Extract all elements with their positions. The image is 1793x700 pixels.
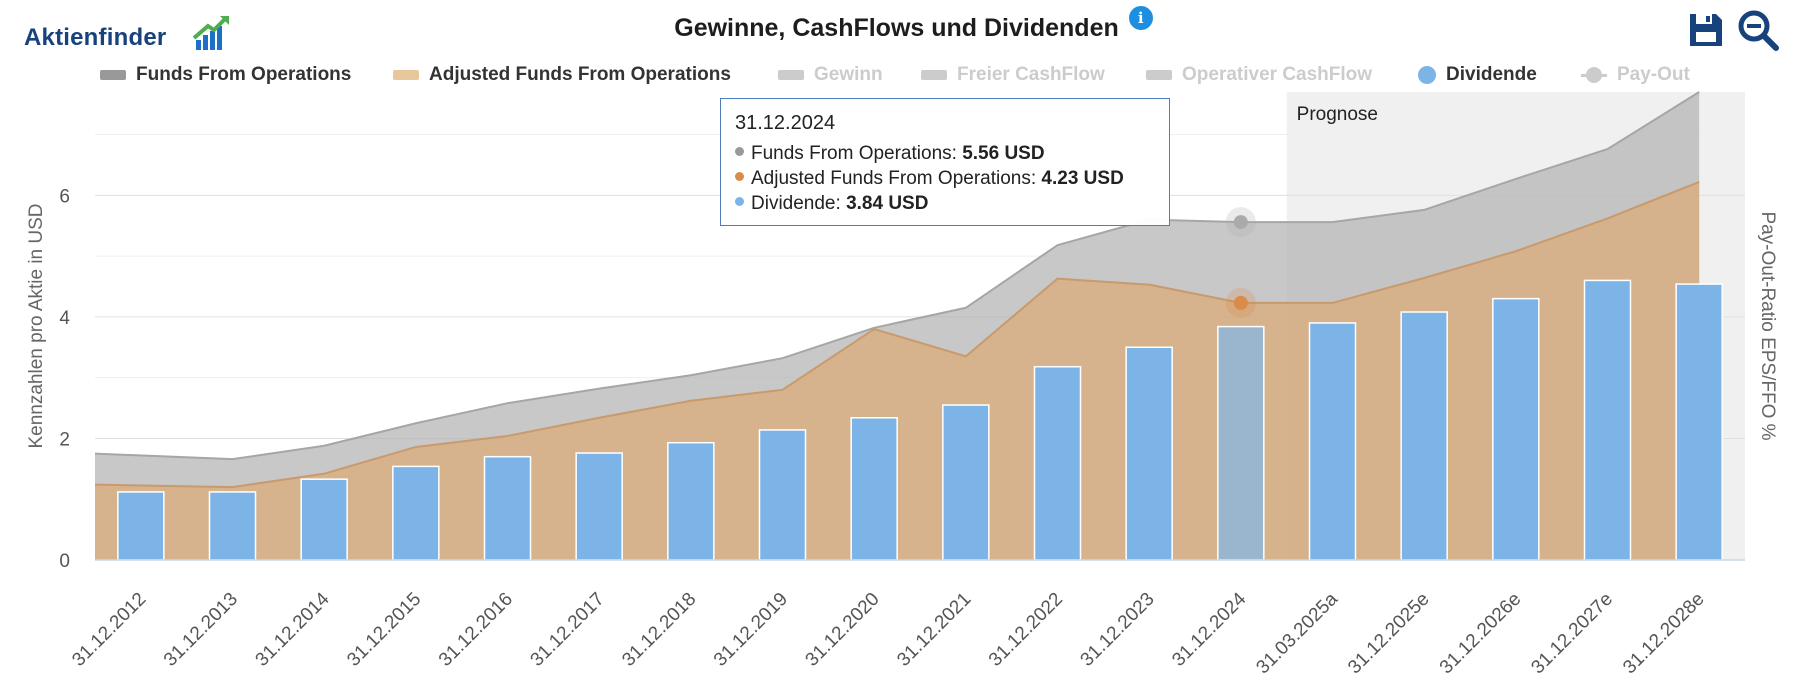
chart-title-bar: Gewinne, CashFlows und Dividenden i	[0, 6, 1793, 43]
chart-tooltip: 31.12.2024 Funds From Operations: 5.56 U…	[720, 98, 1170, 226]
x-tick-label: 31.12.2023	[1077, 589, 1159, 671]
legend-symbol	[921, 70, 947, 80]
ffo-line	[94, 91, 1700, 461]
x-tick-label: 31.12.2014	[252, 588, 334, 670]
dividende-bar	[1125, 346, 1173, 561]
tooltip-marker	[735, 197, 744, 207]
x-tick-label: 31.12.2019	[710, 589, 792, 671]
x-tick-label: 31.12.2016	[435, 589, 517, 671]
x-tick-label: 31.12.2022	[985, 589, 1067, 671]
dividende-bar	[1308, 322, 1357, 561]
info-icon[interactable]: i	[1128, 6, 1153, 30]
dividende-bar	[300, 478, 348, 561]
tooltip-label: Adjusted Funds From Operations:	[751, 168, 1037, 189]
dividende-bar	[758, 429, 807, 561]
y-tick-label: 4	[59, 308, 70, 329]
legend-label: Gewinn	[814, 64, 883, 85]
tooltip-row-affo: Adjusted Funds From Operations: 4.23 USD	[735, 166, 1155, 191]
ffo-hover-marker	[1233, 215, 1248, 230]
dividende-bar	[850, 417, 898, 561]
legend-item-ffo[interactable]: Funds From Operations	[100, 62, 351, 88]
chart-title: Gewinne, CashFlows und Dividenden	[674, 14, 1119, 42]
dividende-bar	[392, 465, 440, 561]
x-tick-label: 31.12.2021	[893, 589, 975, 671]
legend-symbol	[100, 70, 126, 80]
legend-item-pay-out[interactable]: Pay-Out	[1581, 62, 1690, 88]
chart-legend: Funds From Operations Adjusted Funds Fro…	[0, 62, 1793, 88]
x-tick-label: 31.12.2018	[618, 589, 700, 671]
dividende-bar	[667, 441, 715, 561]
dividende-bar	[483, 455, 532, 561]
dividende-bar	[208, 491, 257, 561]
x-tick-label: 31.12.2025e	[1344, 589, 1434, 679]
dividende-bar	[117, 491, 165, 561]
x-tick-label: 31.12.2024	[1168, 588, 1250, 670]
y2-axis-title: Pay-Out-Ratio EPS/FFO %	[1757, 211, 1778, 440]
tooltip-value: 4.23 USD	[1041, 168, 1124, 189]
x-tick-label: 31.12.2020	[802, 589, 884, 671]
dividende-bar	[1492, 297, 1540, 561]
legend-symbol	[1146, 70, 1172, 80]
tooltip-value: 3.84 USD	[846, 193, 929, 214]
tooltip-label: Dividende:	[751, 193, 841, 214]
brand-logo[interactable]: Aktienfinder	[24, 14, 234, 62]
logo-chart-icon	[192, 16, 229, 50]
legend-symbol	[778, 70, 804, 80]
y-tick-label: 0	[59, 551, 70, 572]
y-axis-title: Kennzahlen pro Aktie in USD	[26, 203, 47, 448]
legend-symbol	[393, 70, 419, 80]
tooltip-marker	[735, 147, 744, 157]
x-tick-label: 31.12.2026e	[1436, 589, 1526, 679]
affo-line	[94, 181, 1700, 489]
x-tick-label: 31.12.2028e	[1619, 589, 1709, 679]
legend-item-operativer-cashflow[interactable]: Operativer CashFlow	[1146, 62, 1372, 88]
legend-symbol	[1581, 66, 1607, 84]
tooltip-marker	[735, 172, 744, 182]
tooltip-row-dividende: Dividende: 3.84 USD	[735, 191, 1155, 216]
legend-label: Operativer CashFlow	[1182, 64, 1373, 85]
tooltip-value: 5.56 USD	[962, 143, 1045, 164]
legend-label: Pay-Out	[1617, 64, 1690, 85]
dividende-bar	[1217, 325, 1265, 561]
x-tick-label: 31.12.2012	[68, 589, 150, 671]
x-tick-label: 31.03.2025a	[1252, 588, 1342, 678]
legend-item-affo[interactable]: Adjusted Funds From Operations	[393, 62, 731, 88]
tooltip-label: Funds From Operations:	[751, 143, 957, 164]
y-tick-label: 6	[59, 186, 70, 207]
legend-label: Freier CashFlow	[957, 64, 1105, 85]
tooltip-date: 31.12.2024	[735, 112, 836, 134]
dividende-bar	[942, 404, 990, 561]
legend-label: Adjusted Funds From Operations	[429, 64, 731, 85]
legend-label: Funds From Operations	[136, 64, 352, 85]
x-tick-label: 31.12.2027e	[1527, 589, 1617, 679]
x-tick-label: 31.12.2015	[343, 589, 425, 671]
legend-symbol	[1418, 66, 1436, 84]
legend-label: Dividende	[1446, 64, 1537, 85]
zoom-out-icon	[1738, 10, 1779, 51]
dividende-bar	[1583, 279, 1632, 561]
tooltip-row-ffo: Funds From Operations: 5.56 USD	[735, 141, 1155, 166]
x-tick-label: 31.12.2013	[160, 589, 242, 671]
dividende-bar	[1400, 311, 1448, 561]
dividende-bar	[575, 452, 623, 561]
legend-item-gewinn[interactable]: Gewinn	[778, 62, 883, 88]
save-icon	[1690, 14, 1722, 46]
save-button[interactable]	[1684, 8, 1728, 52]
affo-hover-marker	[1233, 295, 1248, 310]
legend-item-dividende[interactable]: Dividende	[1418, 62, 1537, 88]
legend-item-freier-cashflow[interactable]: Freier CashFlow	[921, 62, 1105, 88]
zoom-out-button[interactable]	[1736, 8, 1780, 52]
dividende-bar	[1033, 365, 1082, 561]
y-tick-label: 2	[59, 429, 70, 450]
dividende-bar	[1675, 283, 1723, 561]
brand-name: Aktienfinder	[24, 24, 167, 51]
x-tick-label: 31.12.2017	[527, 589, 609, 671]
forecast-label: Prognose	[1297, 104, 1378, 125]
